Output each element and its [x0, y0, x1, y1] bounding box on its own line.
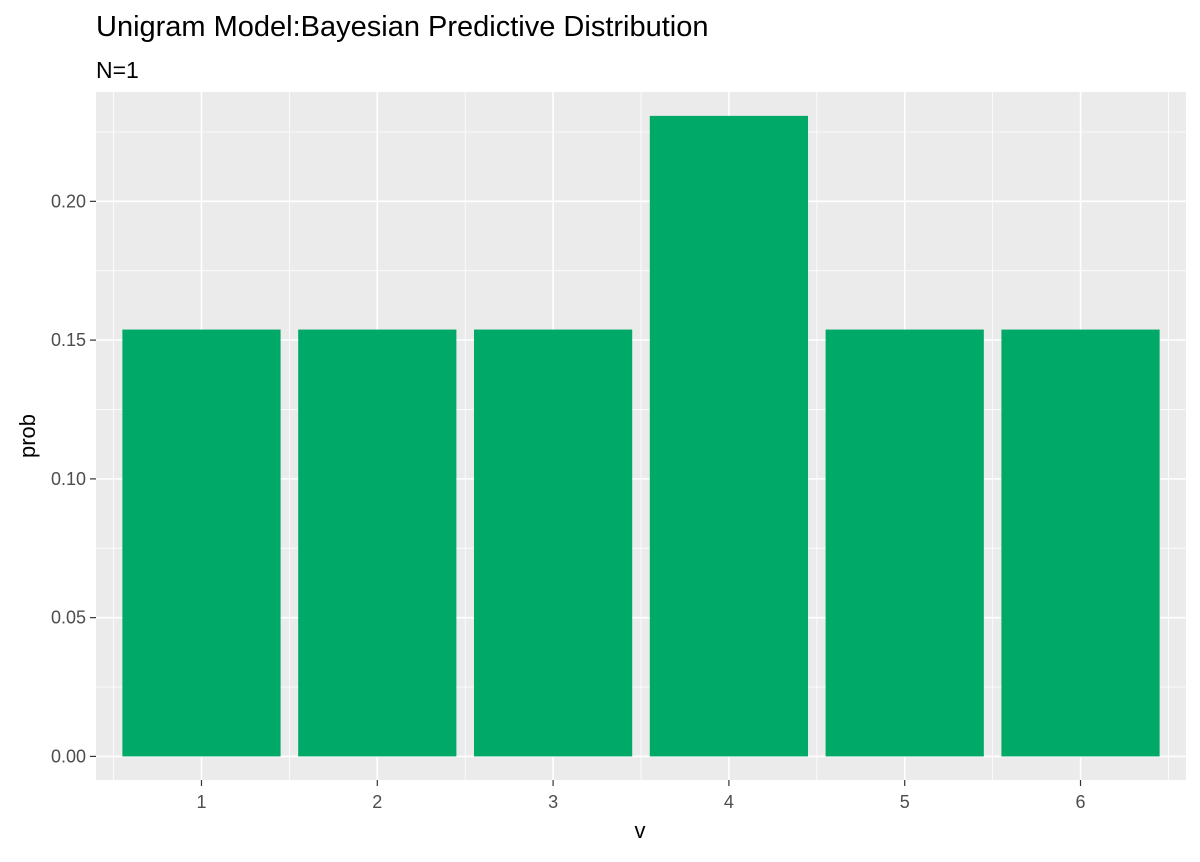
- x-axis-title: v: [635, 818, 646, 843]
- x-tick-label: 3: [548, 792, 558, 812]
- y-tick-label: 0.00: [51, 746, 86, 766]
- bar-3: [473, 329, 633, 757]
- bar-2: [298, 329, 457, 757]
- x-axis: 1 2 3 4 5 6: [196, 780, 1086, 812]
- x-tick-label: 5: [900, 792, 910, 812]
- y-tick-label: 0.20: [51, 191, 86, 211]
- y-axis: 0.00 0.05 0.10 0.15 0.20: [51, 191, 96, 766]
- y-tick-label: 0.05: [51, 608, 86, 628]
- chart-subtitle: N=1: [96, 57, 139, 83]
- bars: [122, 115, 1160, 757]
- y-tick-label: 0.10: [51, 469, 86, 489]
- x-tick-label: 1: [196, 792, 206, 812]
- bar-4: [649, 115, 809, 757]
- x-tick-label: 2: [372, 792, 382, 812]
- chart-title: Unigram Model:Bayesian Predictive Distri…: [96, 11, 708, 43]
- y-axis-title: prob: [15, 414, 40, 458]
- bar-1: [122, 329, 281, 757]
- x-tick-label: 6: [1076, 792, 1086, 812]
- bar-5: [825, 329, 984, 757]
- y-tick-label: 0.15: [51, 330, 86, 350]
- x-tick-label: 4: [724, 792, 734, 812]
- bar-6: [1001, 329, 1160, 757]
